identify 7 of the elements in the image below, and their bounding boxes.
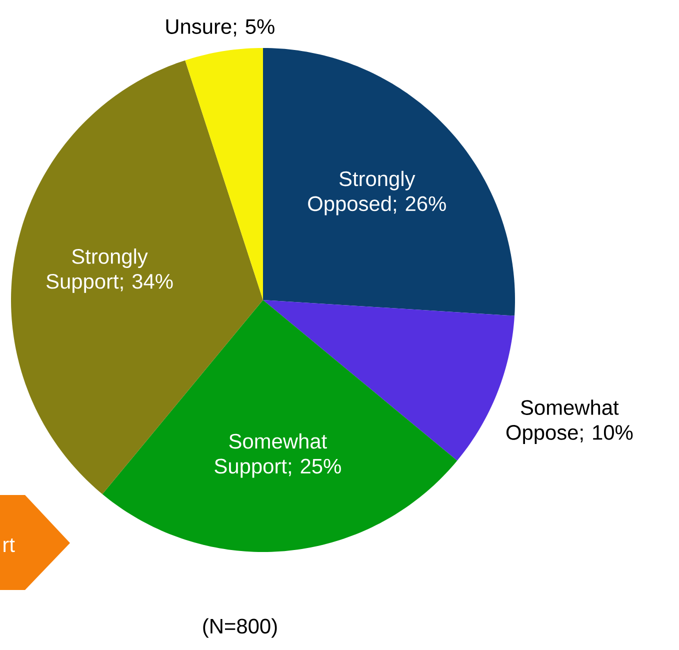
slice-label: Somewhat Oppose; 10% [506, 400, 633, 444]
slice-label: Unsure; 5% [166, 19, 274, 36]
text: (N=800) [203, 618, 277, 638]
slice-label: Strongly Opposed; 26% [308, 170, 446, 216]
slice-label: Somewhat Support; 25% [214, 433, 341, 478]
slice-label: Strongly Support; 34% [46, 248, 173, 293]
text: rt [4, 538, 15, 552]
